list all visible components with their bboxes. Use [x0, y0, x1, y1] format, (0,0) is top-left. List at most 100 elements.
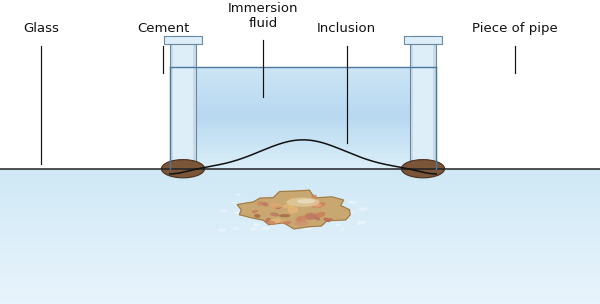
Ellipse shape: [328, 218, 333, 220]
Ellipse shape: [283, 221, 292, 224]
Ellipse shape: [335, 223, 341, 226]
FancyBboxPatch shape: [0, 175, 600, 179]
FancyBboxPatch shape: [170, 141, 436, 143]
Ellipse shape: [161, 160, 205, 178]
FancyBboxPatch shape: [170, 113, 436, 115]
FancyBboxPatch shape: [0, 237, 600, 240]
FancyBboxPatch shape: [170, 80, 436, 82]
Ellipse shape: [270, 212, 279, 216]
Ellipse shape: [253, 223, 260, 226]
FancyBboxPatch shape: [433, 36, 436, 169]
FancyBboxPatch shape: [0, 199, 600, 202]
FancyBboxPatch shape: [0, 230, 600, 233]
Ellipse shape: [261, 199, 271, 203]
FancyBboxPatch shape: [170, 130, 436, 133]
Ellipse shape: [306, 196, 313, 198]
FancyBboxPatch shape: [0, 260, 600, 263]
FancyBboxPatch shape: [170, 74, 436, 77]
Ellipse shape: [254, 214, 260, 218]
Ellipse shape: [242, 222, 247, 223]
Ellipse shape: [357, 224, 361, 225]
FancyBboxPatch shape: [170, 36, 173, 169]
Text: Piece of pipe: Piece of pipe: [472, 22, 557, 35]
FancyBboxPatch shape: [170, 128, 436, 130]
FancyBboxPatch shape: [0, 284, 600, 287]
FancyBboxPatch shape: [170, 100, 436, 102]
FancyBboxPatch shape: [0, 209, 600, 213]
FancyBboxPatch shape: [170, 118, 436, 120]
FancyBboxPatch shape: [170, 67, 436, 69]
FancyBboxPatch shape: [170, 105, 436, 108]
FancyBboxPatch shape: [170, 69, 436, 72]
Ellipse shape: [267, 221, 276, 225]
Ellipse shape: [296, 216, 307, 222]
FancyBboxPatch shape: [164, 36, 202, 44]
FancyBboxPatch shape: [170, 146, 436, 148]
FancyBboxPatch shape: [0, 250, 600, 253]
Ellipse shape: [283, 204, 293, 209]
FancyBboxPatch shape: [170, 95, 436, 98]
FancyBboxPatch shape: [0, 182, 600, 186]
Ellipse shape: [323, 218, 331, 222]
Ellipse shape: [302, 225, 310, 228]
FancyBboxPatch shape: [0, 206, 600, 209]
FancyBboxPatch shape: [0, 280, 600, 284]
FancyBboxPatch shape: [193, 36, 196, 169]
FancyBboxPatch shape: [170, 82, 436, 85]
FancyBboxPatch shape: [170, 85, 436, 87]
FancyBboxPatch shape: [170, 72, 436, 74]
Ellipse shape: [318, 202, 325, 206]
FancyBboxPatch shape: [170, 138, 436, 141]
Ellipse shape: [335, 213, 343, 216]
FancyBboxPatch shape: [170, 156, 436, 159]
Ellipse shape: [304, 227, 312, 230]
FancyBboxPatch shape: [0, 270, 600, 274]
Ellipse shape: [250, 228, 257, 230]
FancyBboxPatch shape: [170, 164, 436, 166]
FancyBboxPatch shape: [170, 120, 436, 123]
Ellipse shape: [341, 227, 345, 229]
FancyBboxPatch shape: [170, 143, 436, 146]
FancyBboxPatch shape: [170, 148, 436, 151]
FancyBboxPatch shape: [170, 92, 436, 95]
FancyBboxPatch shape: [0, 257, 600, 260]
Ellipse shape: [262, 202, 268, 206]
Ellipse shape: [270, 203, 281, 208]
FancyBboxPatch shape: [0, 169, 600, 172]
FancyBboxPatch shape: [170, 77, 436, 80]
FancyBboxPatch shape: [0, 213, 600, 216]
Ellipse shape: [401, 160, 445, 178]
FancyBboxPatch shape: [170, 90, 436, 92]
Ellipse shape: [314, 196, 320, 198]
FancyBboxPatch shape: [170, 166, 436, 169]
FancyBboxPatch shape: [170, 151, 436, 154]
Ellipse shape: [261, 227, 271, 230]
FancyBboxPatch shape: [0, 240, 600, 243]
Ellipse shape: [265, 218, 271, 223]
FancyBboxPatch shape: [0, 277, 600, 280]
FancyBboxPatch shape: [0, 0, 600, 169]
FancyBboxPatch shape: [0, 179, 600, 182]
FancyBboxPatch shape: [0, 216, 600, 219]
Ellipse shape: [280, 220, 286, 223]
FancyBboxPatch shape: [170, 98, 436, 100]
FancyBboxPatch shape: [0, 223, 600, 226]
FancyBboxPatch shape: [170, 159, 436, 161]
FancyBboxPatch shape: [170, 161, 436, 164]
FancyBboxPatch shape: [0, 267, 600, 270]
Ellipse shape: [275, 206, 281, 209]
Ellipse shape: [313, 202, 323, 208]
FancyBboxPatch shape: [170, 87, 436, 90]
Ellipse shape: [257, 201, 263, 206]
Ellipse shape: [357, 221, 366, 224]
Ellipse shape: [218, 229, 227, 232]
FancyBboxPatch shape: [170, 136, 436, 138]
Ellipse shape: [297, 218, 302, 221]
FancyBboxPatch shape: [0, 301, 600, 304]
Ellipse shape: [278, 218, 284, 219]
Ellipse shape: [314, 216, 320, 220]
Ellipse shape: [324, 202, 328, 203]
Ellipse shape: [287, 198, 320, 207]
Ellipse shape: [235, 194, 241, 195]
FancyBboxPatch shape: [0, 202, 600, 206]
